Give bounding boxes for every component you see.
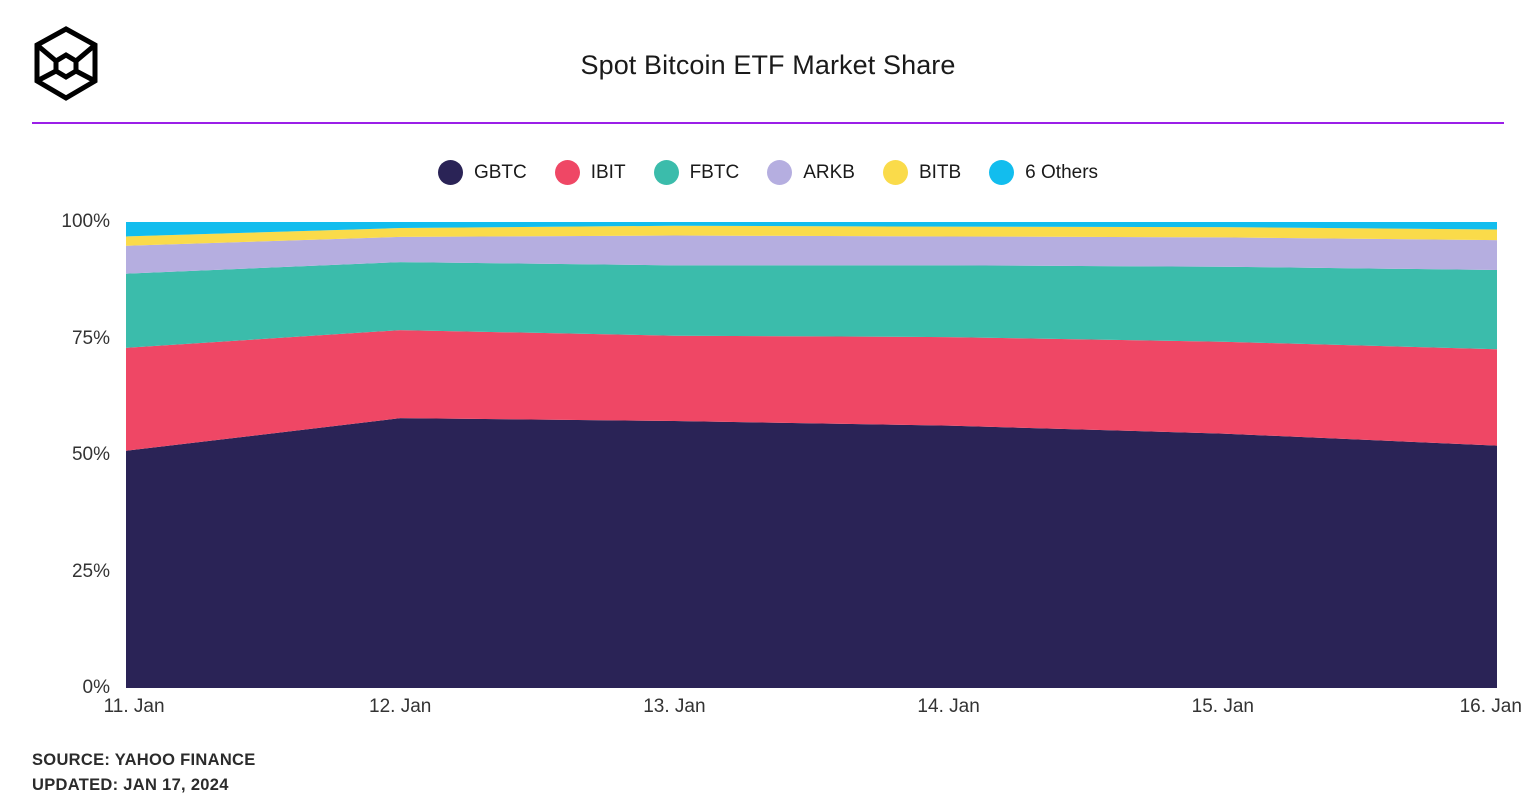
x-axis-tick-label: 15. Jan (1191, 696, 1254, 717)
x-axis-tick-label: 11. Jan (103, 696, 165, 717)
legend-item-arkb[interactable]: ARKB (767, 160, 855, 185)
legend-swatch-icon (989, 160, 1015, 185)
legend-item-fbtc[interactable]: FBTC (653, 160, 740, 185)
y-axis-tick-label: 75% (71, 327, 110, 349)
y-axis-tick-label: 0% (82, 677, 110, 698)
chart-area: 0% 25% 50% 75% 100% 11. Jan 12. Jan 13. Jan 14.… (0, 200, 1536, 740)
x-axis-tick-label: 12. Jan (369, 696, 432, 717)
chart-footer: SOURCE: YAHOO FINANCE UPDATED: JAN 17, 2… (32, 748, 256, 798)
x-axis-tick-label: 16. Jan (1459, 696, 1522, 717)
y-axis-tick-label: 25% (71, 560, 110, 582)
legend-label: FBTC (689, 161, 740, 183)
legend-label: GBTC (473, 161, 527, 183)
legend-swatch-icon (554, 160, 580, 185)
legend-label: IBIT (590, 161, 626, 183)
stacked-area-plot (126, 222, 1497, 688)
x-axis-tick-label: 14. Jan (917, 696, 980, 717)
legend-label: BITB (918, 161, 962, 183)
y-axis-tick-label: 50% (71, 444, 110, 465)
updated-text: UPDATED: JAN 17, 2024 (32, 776, 229, 794)
area-series-arkb (126, 235, 1497, 274)
x-axis-tick-label: 13. Jan (643, 696, 706, 717)
page-header: Spot Bitcoin ETF Market Share (0, 0, 1536, 124)
area-series-fbtc (126, 262, 1497, 350)
legend-swatch-icon (882, 160, 908, 185)
legend-swatch-icon (767, 160, 793, 185)
source-text: SOURCE: YAHOO FINANCE (32, 751, 256, 769)
area-series-ibit (126, 330, 1497, 451)
legend-swatch-icon (437, 160, 463, 185)
area-series-6-others (126, 222, 1497, 237)
y-axis: 0% 25% 50% 75% 100% (0, 200, 110, 740)
legend-item-gbtc[interactable]: GBTC (437, 160, 527, 185)
legend-item-bitb[interactable]: BITB (882, 160, 962, 185)
legend-item-6-others[interactable]: 6 Others (989, 160, 1098, 185)
y-axis-tick-label: 100% (61, 211, 110, 232)
hexagon-cube-logo-icon (32, 24, 100, 104)
header-divider (32, 122, 1504, 124)
page-title: Spot Bitcoin ETF Market Share (580, 50, 956, 80)
legend-label: 6 Others (1025, 161, 1099, 183)
area-series-gbtc (126, 418, 1497, 688)
chart-legend: GBTC IBIT FBTC ARKB BITB 6 Others (0, 160, 1536, 185)
legend-swatch-icon (653, 160, 679, 185)
area-series-bitb (126, 225, 1497, 246)
legend-label: ARKB (803, 161, 855, 183)
legend-item-ibit[interactable]: IBIT (554, 160, 626, 185)
x-axis: 11. Jan 12. Jan 13. Jan 14. Jan 15. Jan 16. J… (0, 692, 1536, 732)
